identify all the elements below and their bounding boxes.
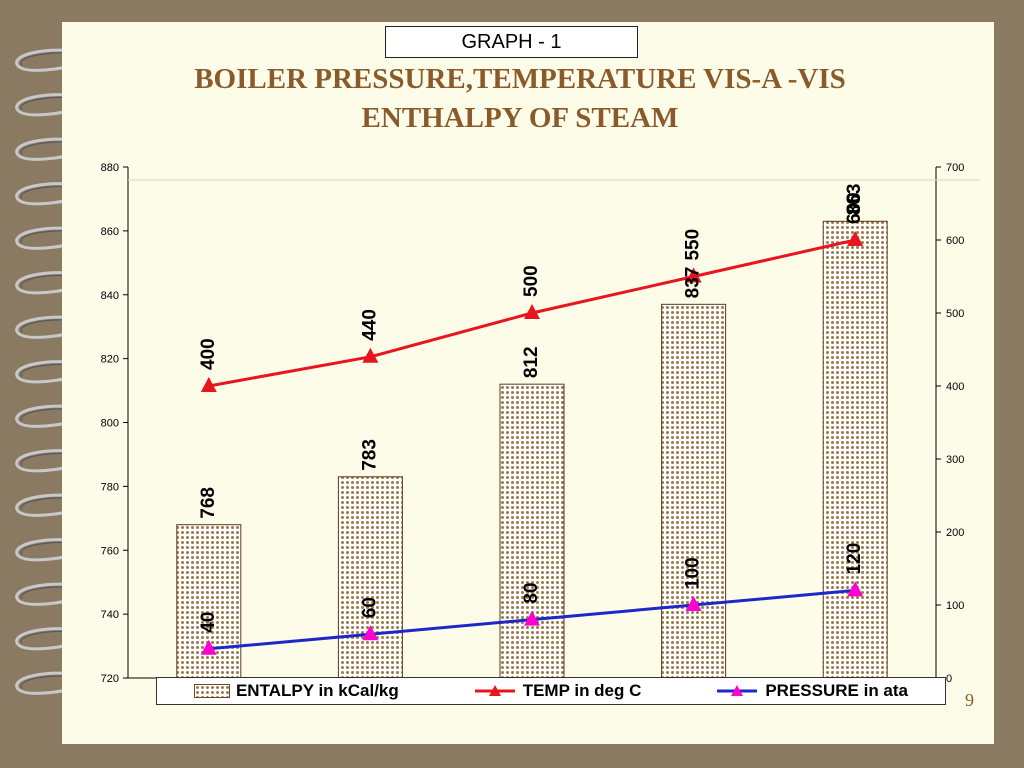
pressure-value-label: 60 bbox=[359, 597, 380, 618]
right-tick-label: 400 bbox=[946, 381, 964, 393]
left-tick-label: 780 bbox=[101, 481, 119, 493]
temp-marker bbox=[362, 347, 379, 363]
temp-value-label: 440 bbox=[359, 309, 380, 341]
bar-value-label: 812 bbox=[521, 346, 542, 378]
legend-label-enthalpy: ENTALPY in kCal/kg bbox=[235, 681, 399, 700]
left-tick-label: 860 bbox=[101, 226, 119, 238]
bar-enthalpy bbox=[822, 220, 888, 679]
pressure-marker bbox=[200, 639, 217, 655]
right-tick-label: 500 bbox=[946, 308, 964, 320]
bar-value-label: 783 bbox=[359, 439, 380, 471]
right-tick-label: 0 bbox=[946, 673, 952, 685]
chart-title-line-1: BOILER PRESSURE,TEMPERATURE VIS-A -VIS bbox=[194, 63, 846, 95]
temp-value-label: 550 bbox=[683, 229, 704, 261]
legend-item-enthalpy: ENTALPY in kCal/kg bbox=[193, 681, 399, 701]
legend-label-temp: TEMP in deg C bbox=[522, 681, 642, 700]
legend-swatch-bar-icon bbox=[193, 684, 230, 698]
left-tick-label: 800 bbox=[101, 418, 119, 430]
legend-item-temp: TEMP in deg C bbox=[473, 681, 642, 701]
bar-enthalpy bbox=[499, 383, 565, 679]
pressure-marker bbox=[524, 610, 540, 626]
legend-item-pressure: PRESSURE in ata bbox=[715, 681, 908, 701]
temp-marker bbox=[685, 267, 702, 283]
temp-marker bbox=[847, 231, 864, 246]
chart-title-line-2: ENTHALPY OF STEAM bbox=[361, 102, 679, 134]
pressure-marker bbox=[362, 625, 379, 641]
legend-blue-line-triangle-icon bbox=[717, 685, 758, 696]
bar-enthalpy bbox=[661, 303, 727, 679]
pressure-value-label: 120 bbox=[844, 543, 865, 575]
right-tick-label: 200 bbox=[946, 527, 964, 539]
bar-value-label: 837 bbox=[683, 267, 704, 299]
left-tick-label: 760 bbox=[101, 545, 119, 557]
bar-value-label: 768 bbox=[198, 487, 219, 519]
pressure-value-label: 80 bbox=[521, 582, 542, 603]
right-tick-label: 600 bbox=[946, 235, 964, 247]
left-tick-label: 840 bbox=[101, 290, 119, 302]
right-tick-label: 700 bbox=[946, 162, 964, 174]
left-tick-label: 820 bbox=[101, 354, 119, 366]
right-tick-label: 100 bbox=[946, 600, 964, 612]
temp-value-label: 500 bbox=[521, 265, 542, 297]
temp-marker bbox=[524, 304, 540, 319]
pressure-marker bbox=[685, 596, 702, 611]
legend-label-pressure: PRESSURE in ata bbox=[765, 681, 908, 700]
temp-value-label: 600 bbox=[844, 192, 865, 224]
page-number: 9 bbox=[965, 690, 974, 710]
pressure-marker bbox=[847, 581, 864, 597]
bar-value-label: 863 bbox=[844, 184, 865, 216]
left-tick-label: 720 bbox=[101, 673, 119, 685]
temp-marker bbox=[200, 377, 217, 392]
left-tick-label: 740 bbox=[101, 609, 119, 621]
chart-title: BOILER PRESSURE,TEMPERATURE VIS-A -VIS E… bbox=[110, 60, 930, 138]
left-tick-label: 880 bbox=[101, 162, 119, 174]
chart-legend: ENTALPY in kCal/kg TEMP in deg C PRESSUR… bbox=[156, 677, 946, 705]
pressure-value-label: 40 bbox=[198, 612, 219, 633]
pressure-value-label: 100 bbox=[683, 557, 704, 589]
bar-enthalpy bbox=[176, 524, 242, 679]
graph-label: GRAPH - 1 bbox=[385, 26, 638, 58]
bar-enthalpy bbox=[337, 476, 403, 679]
legend-red-line-triangle-icon bbox=[474, 685, 515, 696]
temp-value-label: 400 bbox=[198, 338, 219, 370]
right-tick-label: 300 bbox=[946, 454, 964, 466]
